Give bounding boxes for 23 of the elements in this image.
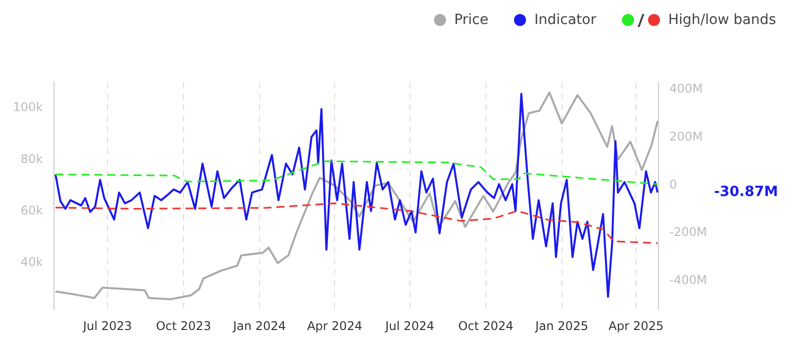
text: -30.87M <box>714 184 778 200</box>
line-series <box>54 202 658 244</box>
y-tick-label: 40k <box>20 255 43 270</box>
x-tick-label: Jul 2024 <box>384 318 434 333</box>
x-tick-label: Oct 2023 <box>156 318 212 333</box>
legend-label: Price <box>454 12 488 28</box>
x-tick-label: Jan 2025 <box>534 318 588 333</box>
y-tick-label: 60k <box>20 204 43 218</box>
legend-label: High/low bands <box>668 12 776 28</box>
line-series <box>54 160 658 185</box>
y-tick-label: 100k <box>12 100 43 114</box>
x-tick-label: Apr 2024 <box>307 318 362 333</box>
y2-tick-label: 200M <box>669 130 703 144</box>
legend-label: Indicator <box>534 12 596 28</box>
x-tick-label: Oct 2024 <box>458 318 514 333</box>
y2-tick-label: 400M <box>669 82 703 96</box>
y2-tick-label: -400M <box>669 272 708 287</box>
y2-tick-label: -200M <box>669 225 708 240</box>
x-tick-label: Jan 2024 <box>232 318 286 333</box>
y2-tick-label: 0 <box>669 177 678 192</box>
x-tick-label: Jul 2023 <box>82 318 132 333</box>
x-tick-label: Apr 2025 <box>608 318 664 333</box>
y-tick-label: 80k <box>20 152 43 166</box>
